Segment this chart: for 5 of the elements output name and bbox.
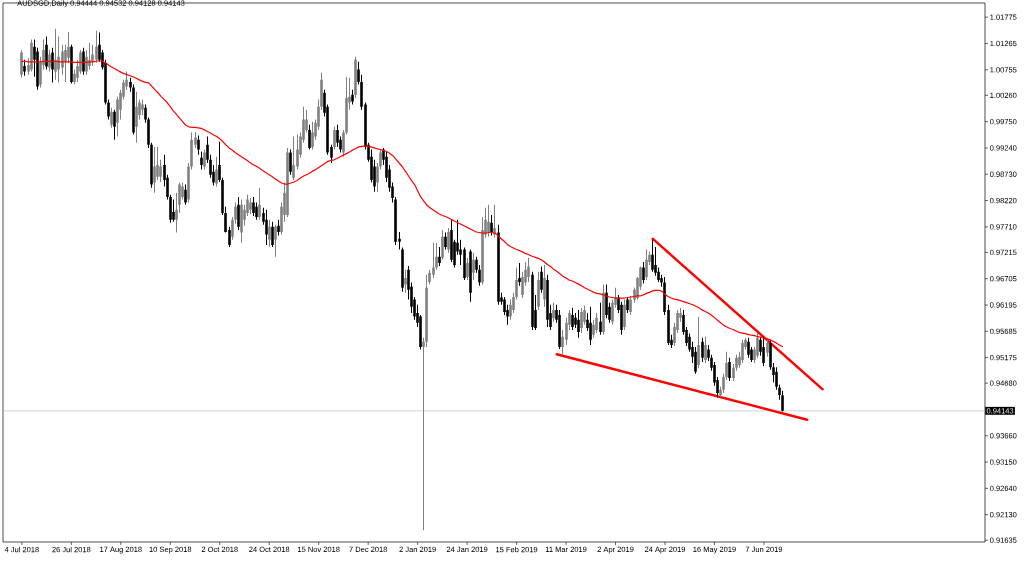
- candlestick: [351, 89, 354, 105]
- candlestick: [172, 199, 175, 222]
- candlestick: [404, 269, 407, 293]
- candlestick: [518, 262, 521, 286]
- candlestick: [292, 136, 295, 180]
